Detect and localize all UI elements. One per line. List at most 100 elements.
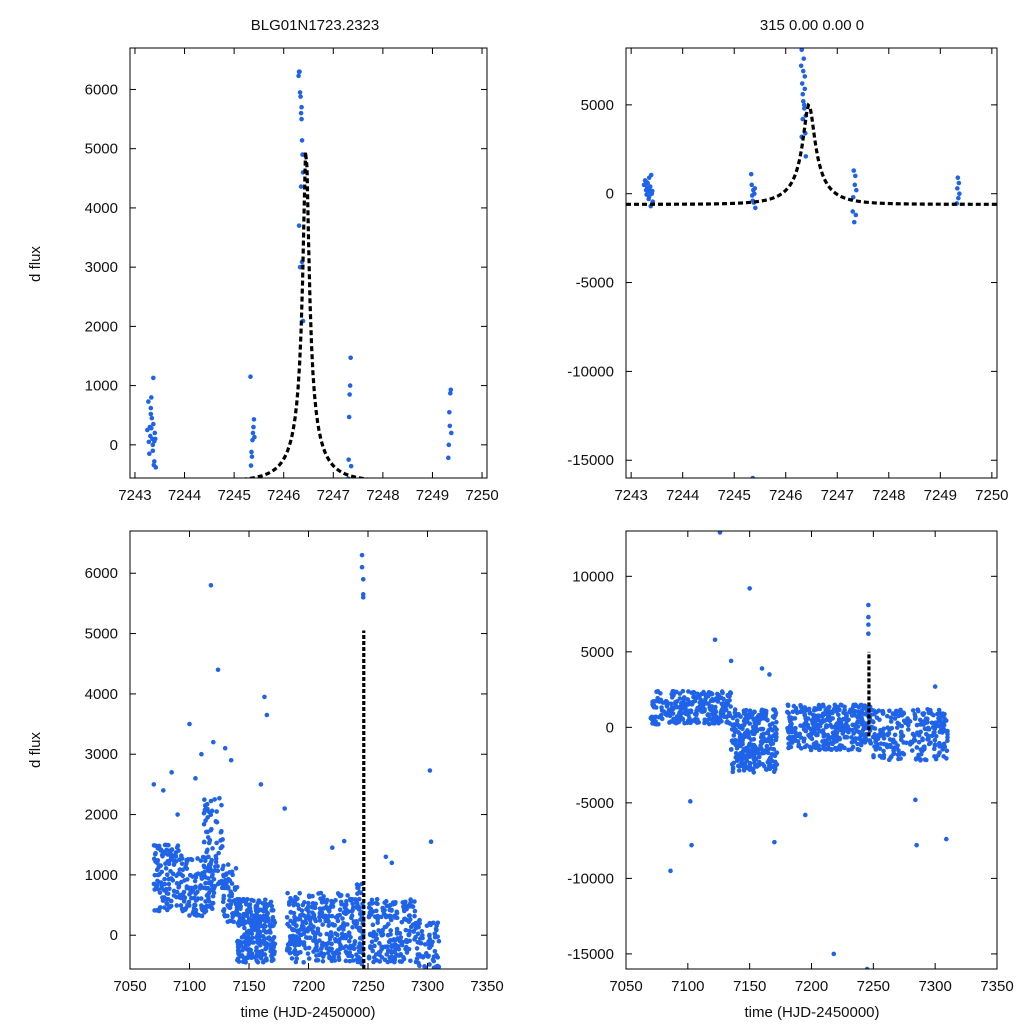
data-point <box>853 212 859 218</box>
data-point <box>357 928 362 933</box>
data-point <box>647 184 653 189</box>
data-point <box>262 922 267 928</box>
data-point <box>320 959 326 964</box>
data-point <box>248 947 254 953</box>
data-point <box>207 899 212 904</box>
data-point <box>300 152 305 157</box>
data-point <box>920 711 925 716</box>
y-tick-label: -5000 <box>576 275 614 292</box>
data-point <box>891 751 896 757</box>
data-point <box>683 705 688 711</box>
data-point <box>236 923 242 928</box>
data-point <box>830 741 835 747</box>
data-point <box>830 710 835 716</box>
x-tick-label: 7100 <box>671 978 704 995</box>
data-point <box>251 898 256 904</box>
data-point <box>375 917 380 922</box>
data-point <box>160 895 165 900</box>
data-point <box>719 701 725 707</box>
data-point <box>786 725 792 730</box>
data-point <box>172 860 177 865</box>
data-point <box>752 760 757 765</box>
data-point <box>872 726 878 731</box>
data-point <box>825 715 831 721</box>
data-point <box>202 869 207 875</box>
data-point <box>255 930 261 935</box>
data-point <box>792 734 798 740</box>
data-point <box>271 957 276 962</box>
data-point <box>372 943 377 949</box>
data-point <box>225 903 230 908</box>
data-point <box>860 722 866 727</box>
data-point <box>815 713 821 719</box>
data-point <box>202 839 207 845</box>
data-point <box>238 906 243 912</box>
data-point <box>214 809 219 814</box>
data-point <box>430 957 436 963</box>
data-point <box>263 918 268 924</box>
data-point <box>148 405 154 411</box>
data-point <box>255 938 260 944</box>
data-point <box>166 842 171 848</box>
data-point <box>344 898 349 904</box>
data-point <box>837 735 842 741</box>
data-point <box>862 711 868 717</box>
data-point <box>208 887 213 893</box>
data-point <box>369 939 375 945</box>
data-point <box>216 850 221 856</box>
data-point <box>909 748 915 753</box>
data-point <box>864 737 869 743</box>
data-point <box>229 893 234 899</box>
data-point <box>933 733 939 739</box>
y-tick-label: 0 <box>606 719 614 736</box>
data-point <box>287 924 292 929</box>
data-point <box>839 743 845 749</box>
data-point <box>293 959 299 965</box>
data-point <box>181 899 187 904</box>
data-point <box>955 186 960 191</box>
data-point <box>163 861 168 866</box>
data-point <box>162 851 168 856</box>
data-point <box>852 182 858 188</box>
data-point <box>730 715 736 721</box>
data-point <box>149 395 154 400</box>
data-point <box>827 736 832 741</box>
data-point <box>210 846 215 851</box>
data-point <box>380 932 386 937</box>
data-point <box>176 881 182 887</box>
data-point <box>798 702 803 708</box>
data-point <box>924 719 930 725</box>
data-point <box>798 63 804 69</box>
data-point <box>699 691 704 697</box>
data-point <box>324 931 330 937</box>
data-point <box>850 722 855 728</box>
data-point <box>671 716 676 722</box>
data-point <box>345 476 351 478</box>
data-point <box>446 455 451 461</box>
data-point <box>286 899 292 905</box>
data-point <box>428 922 433 928</box>
data-point <box>749 729 755 735</box>
data-point <box>295 942 301 947</box>
data-point <box>305 904 311 910</box>
y-tick-label: 5000 <box>85 626 118 643</box>
data-point <box>808 747 814 753</box>
data-point <box>764 743 770 749</box>
data-point <box>406 932 412 938</box>
data-point <box>225 862 231 867</box>
data-point <box>221 908 227 914</box>
data-point <box>246 936 251 942</box>
data-point <box>324 941 330 947</box>
data-point <box>209 857 214 863</box>
data-point <box>192 878 198 884</box>
data-point <box>774 727 779 732</box>
data-point <box>356 883 361 888</box>
data-point <box>855 709 861 714</box>
data-point <box>864 966 870 969</box>
data-point <box>262 694 267 700</box>
data-point <box>271 918 277 923</box>
data-point <box>725 693 731 699</box>
data-point <box>326 923 331 928</box>
data-point <box>842 704 847 710</box>
data-point <box>709 704 715 709</box>
